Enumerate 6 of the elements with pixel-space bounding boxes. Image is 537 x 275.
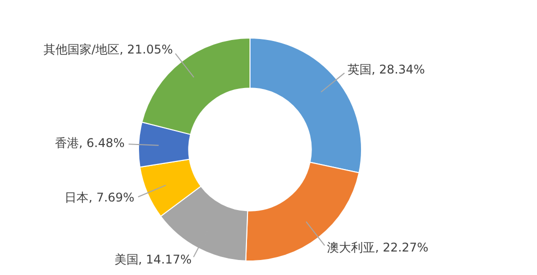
slice-label: 日本, 7.69% xyxy=(64,190,134,205)
slice-label: 香港, 6.48% xyxy=(54,136,125,150)
slice-label: 英国, 28.34% xyxy=(348,62,425,77)
slice-label: 其他国家/地区, 21.05% xyxy=(43,42,173,57)
slice-label: 澳大利亚, 22.27% xyxy=(327,240,428,255)
slice-label: 美国, 14.17% xyxy=(114,252,192,267)
